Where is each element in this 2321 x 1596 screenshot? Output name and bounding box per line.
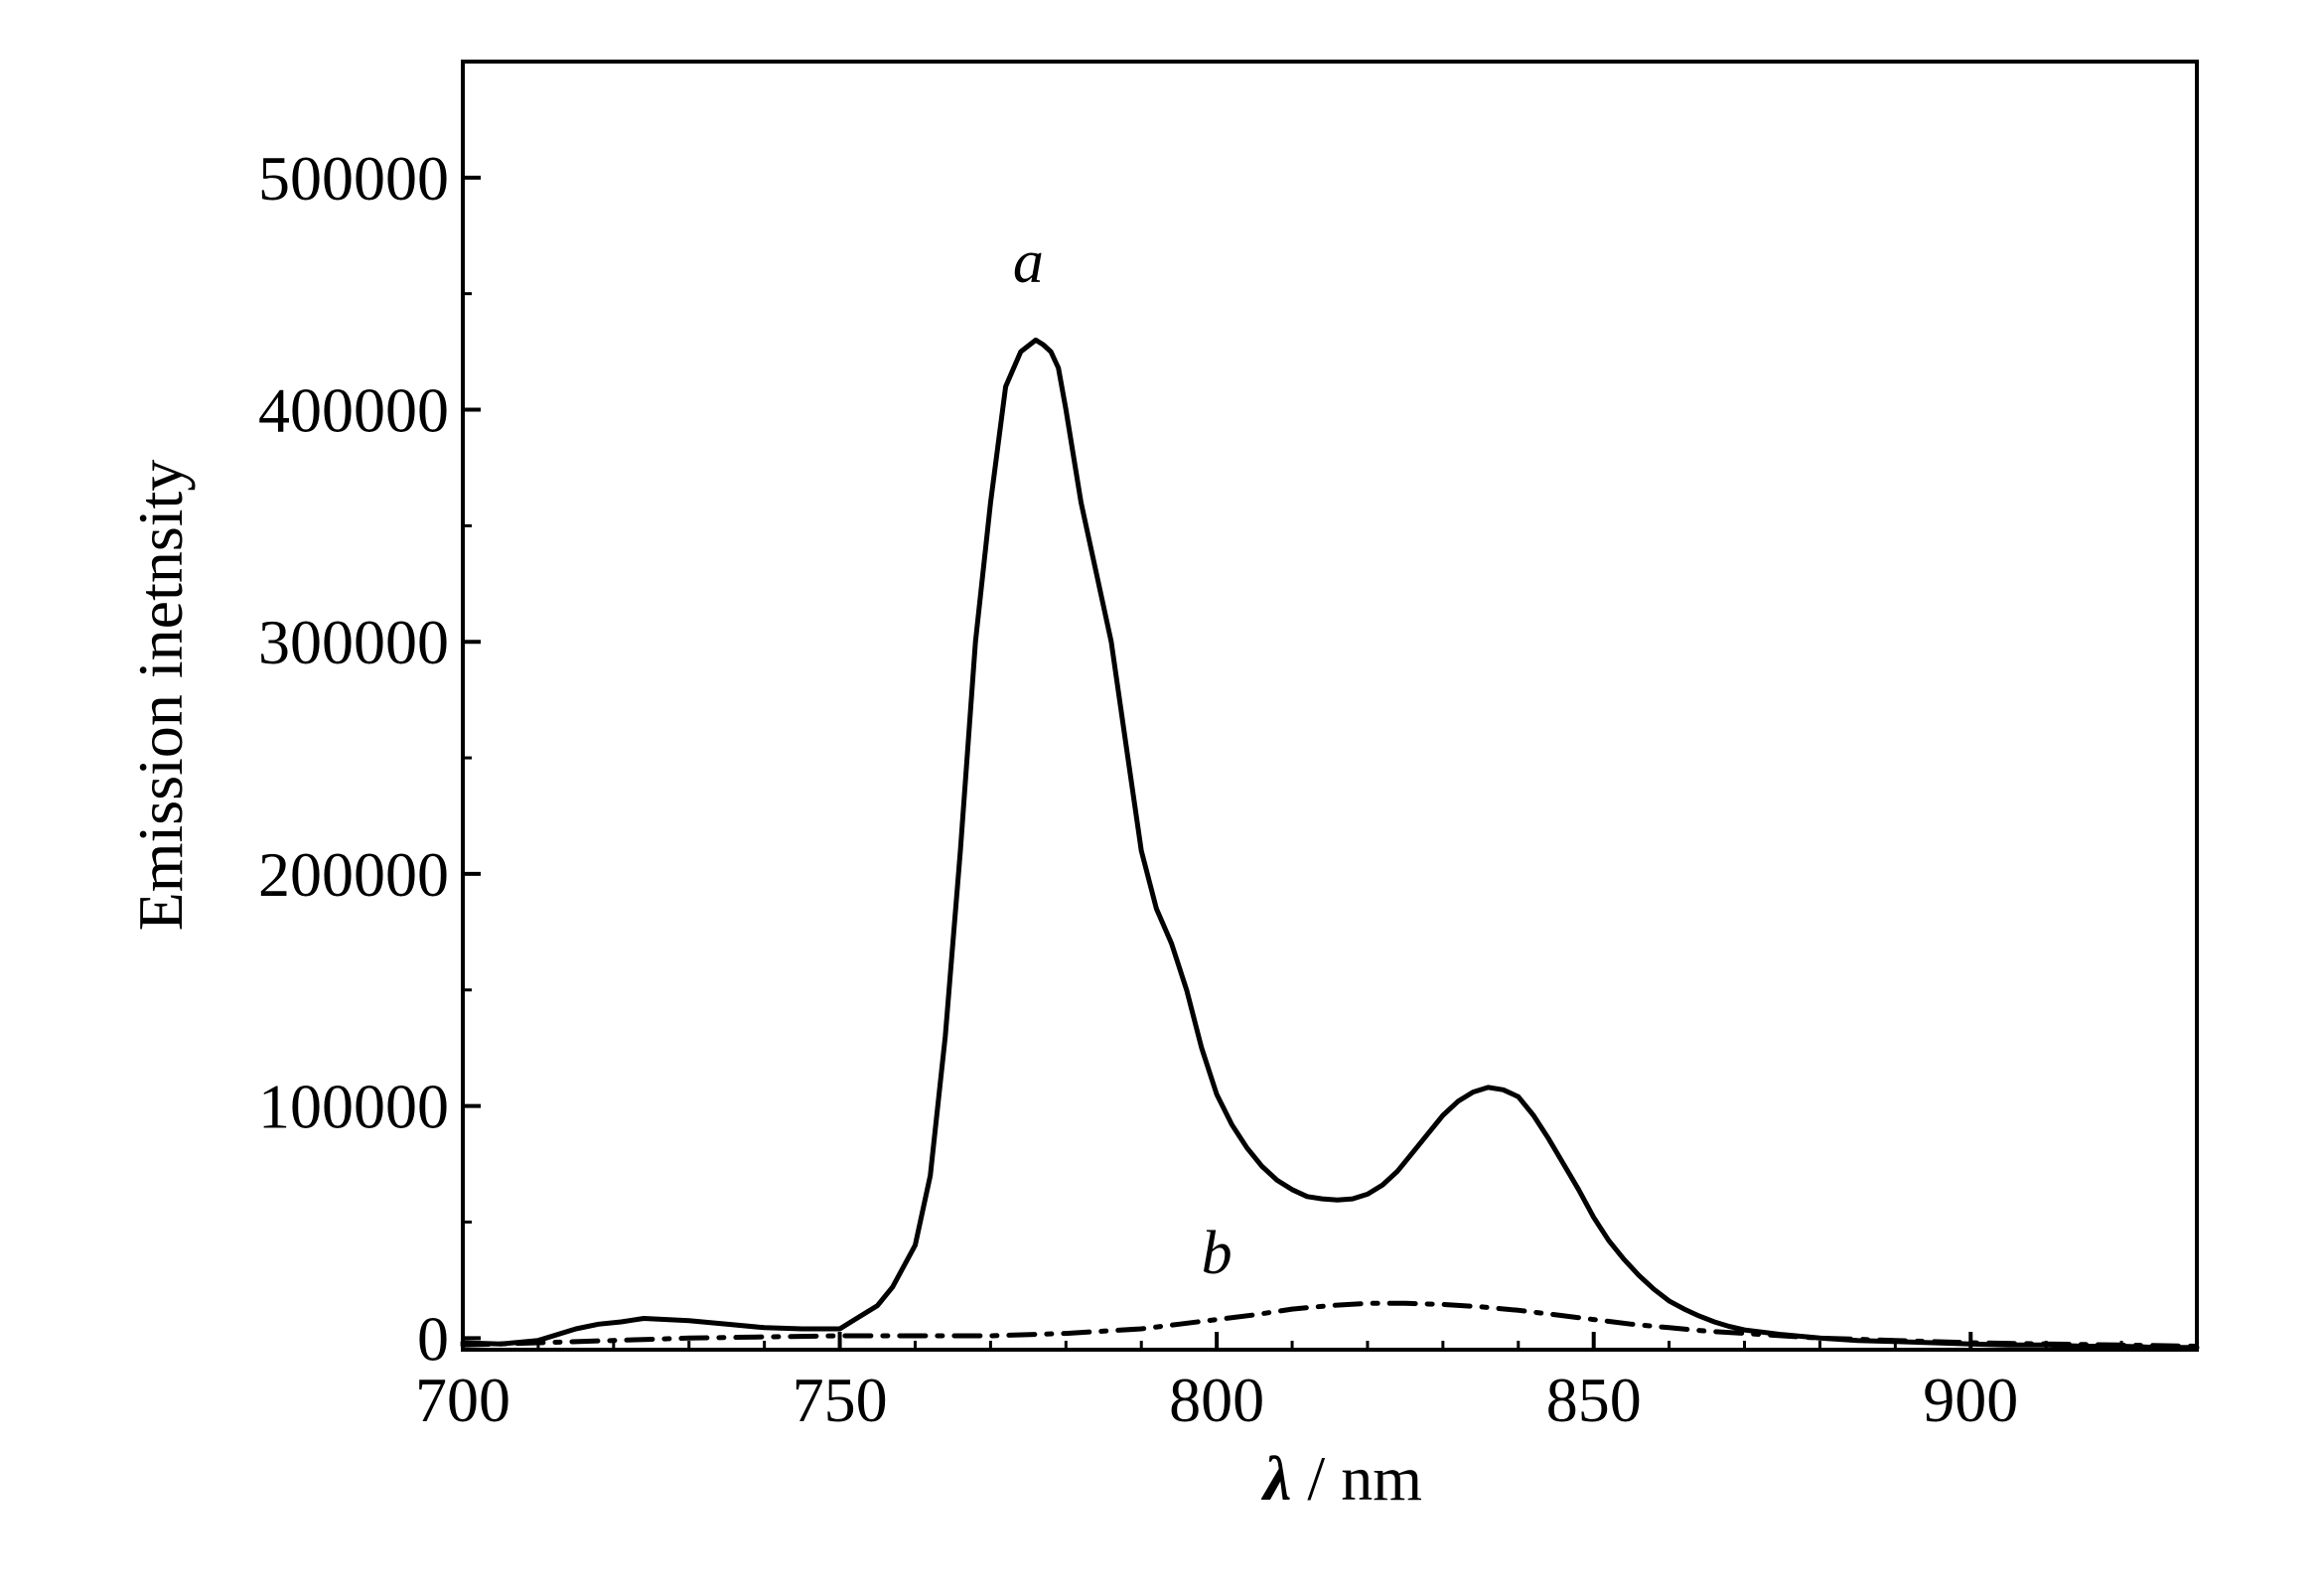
x-tick-label: 900 [1923, 1365, 2018, 1435]
x-axis-unit: / nm [1291, 1443, 1422, 1514]
series-label-a: a [1013, 228, 1044, 296]
y-tick-label: 200000 [258, 839, 449, 910]
x-axis-symbol: λ [1260, 1443, 1291, 1514]
y-tick-label: 500000 [258, 143, 449, 214]
x-tick-label: 750 [793, 1365, 888, 1435]
y-tick-label: 100000 [258, 1072, 449, 1142]
x-axis-title: λ / nm [1260, 1443, 1422, 1514]
x-tick-label: 800 [1169, 1365, 1264, 1435]
y-tick-label: 400000 [258, 375, 449, 446]
series-layer [460, 337, 2200, 1351]
label-layer: 700 750 800 850 900 0 100000 200000 300000 400000… [258, 143, 2018, 1435]
plot-frame [461, 60, 2199, 1352]
tick-layer [461, 60, 2199, 1350]
x-tick-label: 700 [415, 1365, 510, 1435]
y-tick-label: 0 [417, 1303, 449, 1374]
x-tick-label: 850 [1546, 1365, 1642, 1435]
y-tick-label: 300000 [258, 607, 449, 677]
y-axis-title: Emission inetnsity [125, 460, 196, 932]
series-line-a [460, 337, 2200, 1351]
series-label-b: b [1202, 1220, 1233, 1287]
